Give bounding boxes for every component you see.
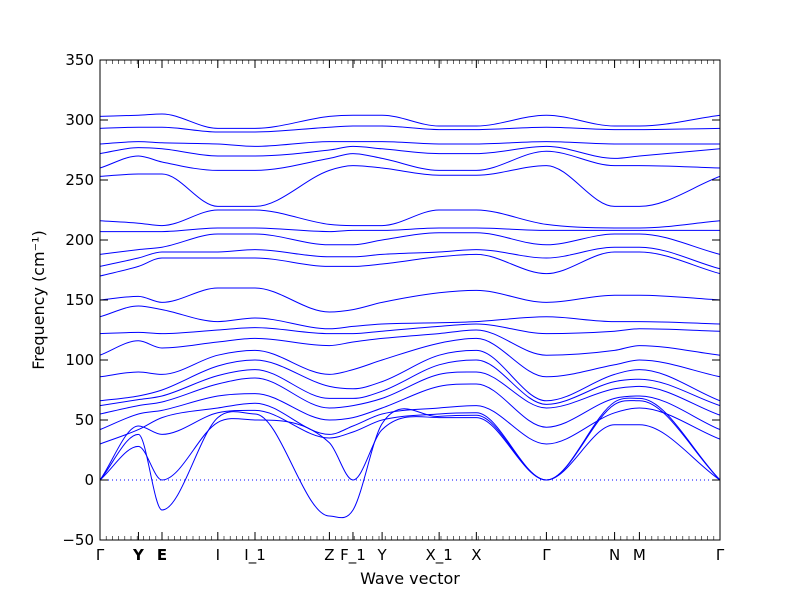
x-tick-label: X: [471, 546, 481, 564]
band-line-20: [100, 150, 720, 171]
band-line-21: [100, 145, 720, 159]
y-axis-title: Frequency (cm⁻¹): [29, 230, 48, 369]
band-line-16: [100, 232, 720, 255]
x-tick-label: X_1: [425, 546, 452, 565]
band-line-11: [100, 323, 720, 335]
x-tick-label: N: [609, 546, 620, 564]
x-tick-label: I_1: [244, 546, 265, 565]
x-tick-label: Γ: [542, 546, 551, 564]
band-line-7: [100, 359, 720, 407]
band-line-13: [100, 287, 720, 313]
band-line-5: [100, 383, 720, 431]
y-tick-label: 250: [65, 171, 94, 189]
y-tick-label: 0: [84, 471, 94, 489]
band-line-10: [100, 329, 720, 356]
band-line-15: [100, 246, 720, 270]
band-line-4: [100, 402, 720, 445]
y-tick-label: −50: [62, 531, 94, 549]
band-line-1: [100, 416, 720, 481]
x-tick-label: I: [216, 546, 220, 564]
x-tick-labels: Γ Y E I I_1 Z F_1 Y X_1 X Γ N M Γ: [96, 546, 725, 565]
band-line-3: [100, 397, 720, 481]
y-tick-label: 100: [65, 351, 94, 369]
band-line-22: [100, 141, 720, 147]
band-line-9: [100, 337, 720, 378]
x-tick-label: Γ: [716, 546, 725, 564]
band-line-19: [100, 165, 720, 207]
band-line-2: [100, 400, 720, 519]
y-tick-label: 50: [75, 411, 94, 429]
y-tick-label: 200: [65, 231, 94, 249]
y-tick-label: 350: [65, 51, 94, 69]
band-line-23: [100, 125, 720, 133]
x-tick-label: M: [633, 546, 646, 564]
y-tick-label: 150: [65, 291, 94, 309]
y-tick-labels: −50 0 50 100 150 200 250 300 350: [62, 51, 94, 549]
plot-frame: [99, 59, 721, 541]
band-line-6: [100, 371, 720, 416]
band-line-17: [100, 227, 720, 233]
x-tick-label: Y: [377, 546, 388, 564]
band-line-24: [100, 113, 720, 129]
axis-ticks: [99, 59, 721, 541]
band-line-18: [100, 209, 720, 229]
x-tick-label: Y: [132, 546, 145, 564]
y-tick-label: 300: [65, 111, 94, 129]
band-line-12: [100, 305, 720, 330]
band-lines: [100, 113, 720, 519]
x-tick-label: F_1: [340, 546, 366, 565]
x-tick-label: Γ: [96, 546, 105, 564]
x-tick-label: E: [157, 546, 167, 564]
x-tick-label: Z: [324, 546, 334, 564]
band-line-14: [100, 251, 720, 277]
x-axis-title: Wave vector: [360, 569, 460, 588]
band-line-8: [100, 349, 720, 402]
